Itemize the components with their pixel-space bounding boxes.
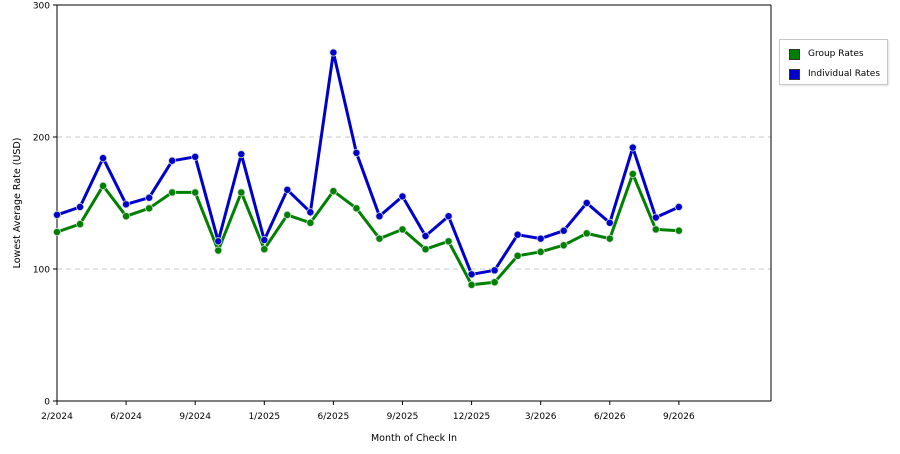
data-point-individual-rates (421, 231, 430, 240)
data-point-group-rates (421, 245, 430, 254)
data-point-individual-rates (467, 270, 476, 279)
data-point-individual-rates (191, 152, 200, 161)
x-tick-label: 6/2026 (594, 412, 626, 422)
data-point-group-rates (76, 220, 85, 229)
y-axis-title: Lowest Average Rate (USD) (12, 138, 23, 269)
data-point-individual-rates (375, 212, 384, 221)
data-point-group-rates (444, 237, 453, 246)
x-tick-label: 9/2024 (179, 412, 211, 422)
data-point-group-rates (283, 210, 292, 219)
data-point-group-rates (674, 226, 683, 235)
data-point-group-rates (559, 241, 568, 250)
data-point-group-rates (214, 246, 223, 255)
legend: Group Rates Individual Rates (779, 39, 888, 85)
data-point-individual-rates (237, 150, 246, 159)
y-tick-label: 200 (33, 134, 50, 144)
data-point-individual-rates (168, 156, 177, 165)
data-point-group-rates (651, 225, 660, 234)
plot-area (57, 5, 771, 401)
data-point-group-rates (375, 234, 384, 243)
data-point-group-rates (536, 247, 545, 256)
series-line-individual-rates (55, 51, 681, 276)
data-point-individual-rates (559, 226, 568, 235)
data-point-group-rates (237, 188, 246, 197)
data-point-group-rates (628, 169, 637, 178)
data-point-group-rates (168, 188, 177, 197)
data-point-individual-rates (145, 193, 154, 202)
data-point-individual-rates (329, 48, 338, 57)
legend-item-group-rates: Group Rates (789, 47, 864, 61)
x-tick-label: 1/2025 (248, 412, 280, 422)
data-point-group-rates (99, 181, 108, 190)
data-point-group-rates (329, 187, 338, 196)
x-tick-label: 3/2026 (525, 412, 557, 422)
legend-label-individual-rates: Individual Rates (808, 69, 881, 79)
y-tick-label: 100 (33, 266, 50, 276)
legend-label-group-rates: Group Rates (808, 49, 864, 59)
data-point-individual-rates (582, 198, 591, 207)
data-point-group-rates (467, 280, 476, 289)
data-point-group-rates (398, 225, 407, 234)
data-point-individual-rates (53, 210, 62, 219)
data-point-individual-rates (306, 208, 315, 217)
data-point-individual-rates (605, 218, 614, 227)
data-point-individual-rates (398, 192, 407, 201)
data-point-individual-rates (628, 143, 637, 152)
data-point-group-rates (260, 245, 269, 254)
data-point-individual-rates (260, 235, 269, 244)
data-point-group-rates (306, 218, 315, 227)
data-point-individual-rates (352, 148, 361, 157)
data-point-individual-rates (214, 237, 223, 246)
x-tick-label: 9/2026 (663, 412, 695, 422)
data-point-individual-rates (283, 185, 292, 194)
x-tick-label: 6/2024 (110, 412, 142, 422)
data-point-group-rates (513, 251, 522, 260)
x-tick-label: 9/2025 (387, 412, 419, 422)
data-point-group-rates (490, 278, 499, 287)
data-point-group-rates (605, 234, 614, 243)
series-line-group-rates (55, 172, 681, 287)
data-point-individual-rates (122, 200, 131, 209)
data-point-individual-rates (76, 202, 85, 211)
y-tick-label: 0 (44, 398, 50, 408)
data-point-group-rates (122, 212, 131, 221)
data-point-individual-rates (513, 230, 522, 239)
x-tick-label: 6/2025 (318, 412, 350, 422)
data-point-individual-rates (99, 154, 108, 163)
data-point-group-rates (53, 228, 62, 237)
x-axis-title: Month of Check In (371, 433, 457, 444)
x-tick-label: 2/2024 (41, 412, 73, 422)
data-point-individual-rates (674, 202, 683, 211)
data-point-individual-rates (651, 213, 660, 222)
x-tick-label: 12/2025 (453, 412, 490, 422)
legend-item-individual-rates: Individual Rates (789, 67, 880, 81)
data-point-individual-rates (536, 234, 545, 243)
data-point-group-rates (145, 204, 154, 213)
legend-swatch-individual-rates (789, 68, 800, 80)
data-point-group-rates (191, 188, 200, 197)
data-point-group-rates (582, 229, 591, 238)
legend-swatch-group-rates (789, 48, 800, 60)
data-point-individual-rates (444, 212, 453, 221)
data-point-group-rates (352, 204, 361, 213)
data-point-individual-rates (490, 266, 499, 275)
y-tick-label: 300 (33, 2, 50, 12)
